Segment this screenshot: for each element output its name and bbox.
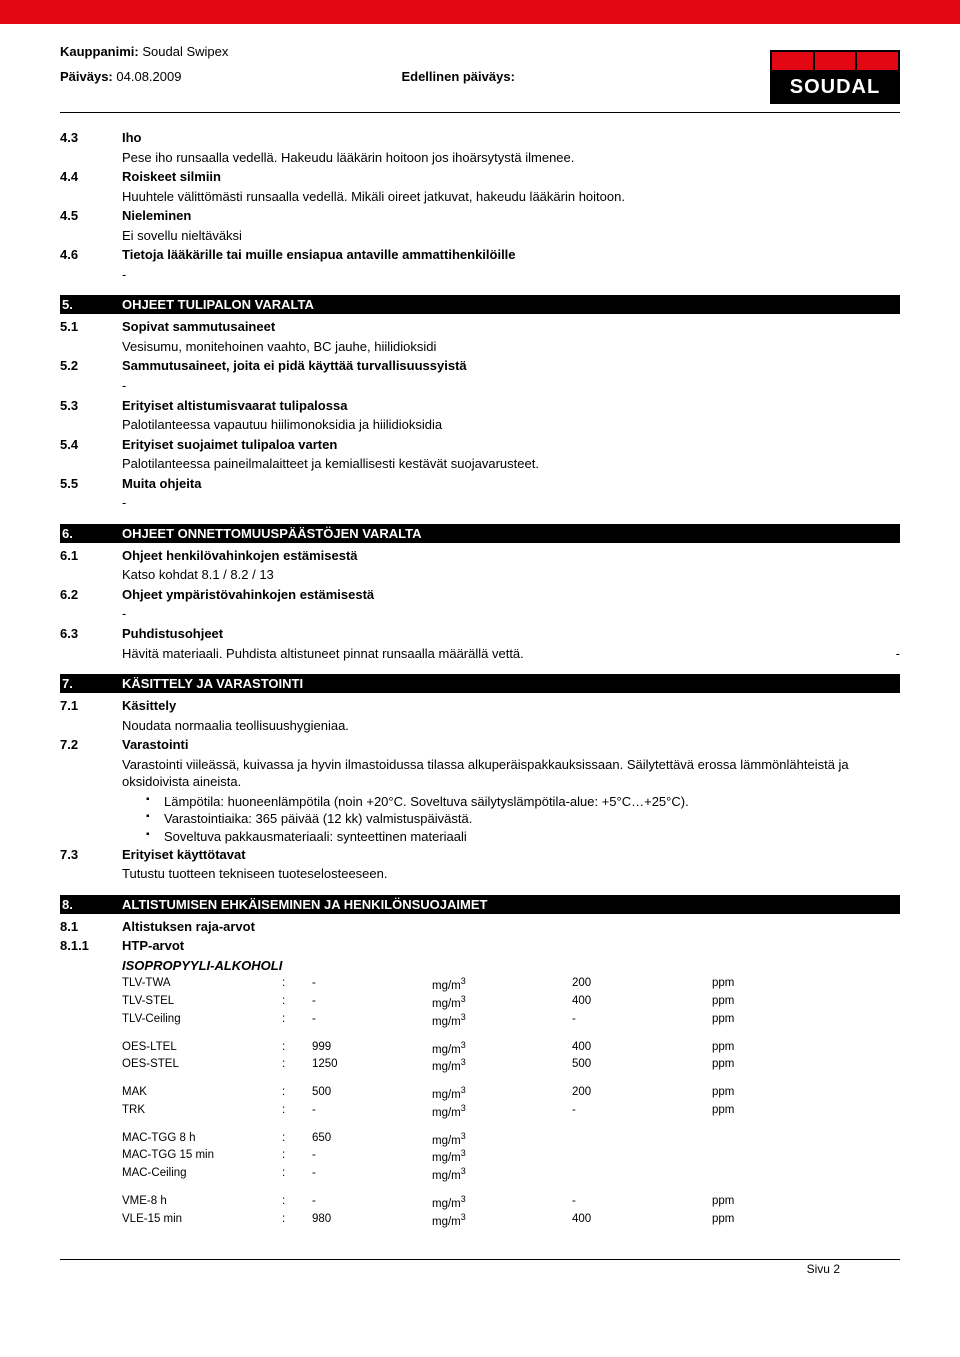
top-accent-bar [0, 0, 960, 24]
htp-row: MAC-TGG 15 min:-mg/m3 [122, 1148, 900, 1166]
bullet-icon: ▪ [146, 828, 164, 846]
htp-table: TLV-TWA:-mg/m3200ppmTLV-STEL:-mg/m3400pp… [122, 976, 900, 1229]
item-row: 4.6Tietoja lääkärille tai muille ensiapu… [60, 246, 900, 264]
soudal-logo: SOUDAL [770, 50, 900, 106]
item-row: 4.3Iho [60, 129, 900, 147]
htp-row: VME-8 h:-mg/m3-ppm [122, 1194, 900, 1212]
item-row: 5.2Sammutusaineet, joita ei pidä käyttää… [60, 357, 900, 375]
paivays-label: Päiväys: [60, 69, 113, 84]
htp-row: MAK:500mg/m3200ppm [122, 1085, 900, 1103]
section-6-bar: 6. OHJEET ONNETTOMUUSPÄÄSTÖJEN VARALTA [60, 524, 900, 543]
item-row: 5.3Erityiset altistumisvaarat tulipaloss… [60, 397, 900, 415]
htp-row: OES-LTEL:999mg/m3400ppm [122, 1040, 900, 1058]
bullet-item: ▪Varastointiaika: 365 päivää (12 kk) val… [146, 810, 900, 828]
header: Kauppanimi: Soudal Swipex Päiväys: 04.08… [60, 44, 900, 113]
htp-row: TLV-TWA:-mg/m3200ppm [122, 976, 900, 994]
item-row: 4.5Nieleminen [60, 207, 900, 225]
htp-row: MAC-TGG 8 h:650mg/m3 [122, 1131, 900, 1149]
substance-name: ISOPROPYYLI-ALKOHOLI [122, 957, 900, 975]
item-row: 6.3Puhdistusohjeet [60, 625, 900, 643]
item-row: 6.2Ohjeet ympäristövahinkojen estämisest… [60, 586, 900, 604]
item-row: 5.5Muita ohjeita [60, 475, 900, 493]
item-row: 6.1Ohjeet henkilövahinkojen estämisestä [60, 547, 900, 565]
content-body: 4.3IhoPese iho runsaalla vedellä. Hakeud… [60, 129, 900, 1229]
item-row: 5.4Erityiset suojaimet tulipaloa varten [60, 436, 900, 454]
section-5-bar: 5. OHJEET TULIPALON VARALTA [60, 295, 900, 314]
logo-text: SOUDAL [770, 70, 900, 104]
bullet-icon: ▪ [146, 810, 164, 828]
bullet-item: ▪Soveltuva pakkausmateriaali: synteettin… [146, 828, 900, 846]
paivays-value: 04.08.2009 [116, 69, 181, 84]
page-footer: Sivu 2 [60, 1259, 900, 1276]
htp-row: OES-STEL:1250mg/m3500ppm [122, 1057, 900, 1075]
section-7-bar: 7. KÄSITTELY JA VARASTOINTI [60, 674, 900, 693]
page-content: Kauppanimi: Soudal Swipex Päiväys: 04.08… [0, 44, 960, 1229]
section-8-bar: 8. ALTISTUMISEN EHKÄISEMINEN JA HENKILÖN… [60, 895, 900, 914]
kauppanimi-label: Kauppanimi: [60, 44, 139, 59]
bullet-item: ▪Lämpötila: huoneenlämpötila (noin +20°C… [146, 793, 900, 811]
htp-row: MAC-Ceiling:-mg/m3 [122, 1166, 900, 1184]
htp-row: VLE-15 min:980mg/m3400ppm [122, 1212, 900, 1230]
edellinen-label: Edellinen päiväys: [401, 69, 514, 84]
item-row: 5.1Sopivat sammutusaineet [60, 318, 900, 336]
htp-row: TRK:-mg/m3-ppm [122, 1103, 900, 1121]
htp-row: TLV-Ceiling:-mg/m3-ppm [122, 1012, 900, 1030]
bullet-icon: ▪ [146, 793, 164, 811]
kauppanimi-value: Soudal Swipex [142, 44, 228, 59]
item-row: 4.4Roiskeet silmiin [60, 168, 900, 186]
htp-row: TLV-STEL:-mg/m3400ppm [122, 994, 900, 1012]
